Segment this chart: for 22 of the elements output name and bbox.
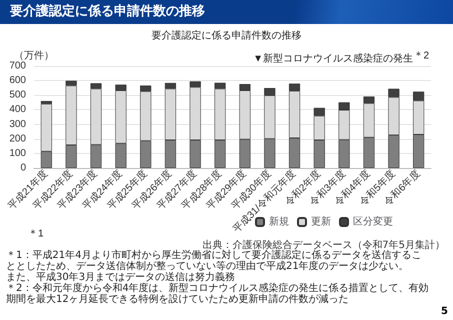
- text: ＊2：令和元年度から令和4年度は、新型コロナウイルス感染症の発生に係る措置として、有効期間を最大12ヶ月延長できる特例を設けていたため更新申請の件数が減った: [6, 283, 430, 305]
- y-axis-title: （万件）: [14, 50, 54, 62]
- y-tick-label: 500: [9, 90, 26, 101]
- text: また、平成30年3月まではデータの送信は努力義務: [6, 272, 236, 283]
- legend-label: 更新: [311, 216, 331, 228]
- text: ＊1: [28, 228, 44, 240]
- legend-label: 区分変更: [353, 216, 393, 228]
- legend-label: 新規: [269, 216, 289, 228]
- text: ＊1：平成21年4月より市町村から厚生労働省に対して要介護認定に係るデータを送信することとしたため、データ送信体制が整っていない等の理由で平成21年度のデータは少ない。: [6, 250, 422, 272]
- y-tick-label: 600: [9, 75, 26, 86]
- text: 5: [441, 306, 448, 317]
- source-note: 出典：介護保険総合データベース（令和7年5月集計）: [202, 238, 445, 251]
- chart-title: 要介護認定に係る申請件数の推移: [152, 30, 302, 42]
- y-tick-label: 0: [20, 162, 26, 174]
- y-tick-label: 400: [9, 104, 26, 116]
- text: ＊2: [413, 50, 430, 62]
- y-tick-label: 200: [9, 133, 26, 144]
- y-tick-label: 700: [9, 60, 26, 72]
- text: ▼新型コロナウイルス感染症の発生: [253, 52, 414, 64]
- y-tick-label: 100: [9, 148, 26, 159]
- y-tick-label: 300: [9, 118, 26, 130]
- chart-title: 要介護認定に係る申請件数の推移: [10, 4, 205, 19]
